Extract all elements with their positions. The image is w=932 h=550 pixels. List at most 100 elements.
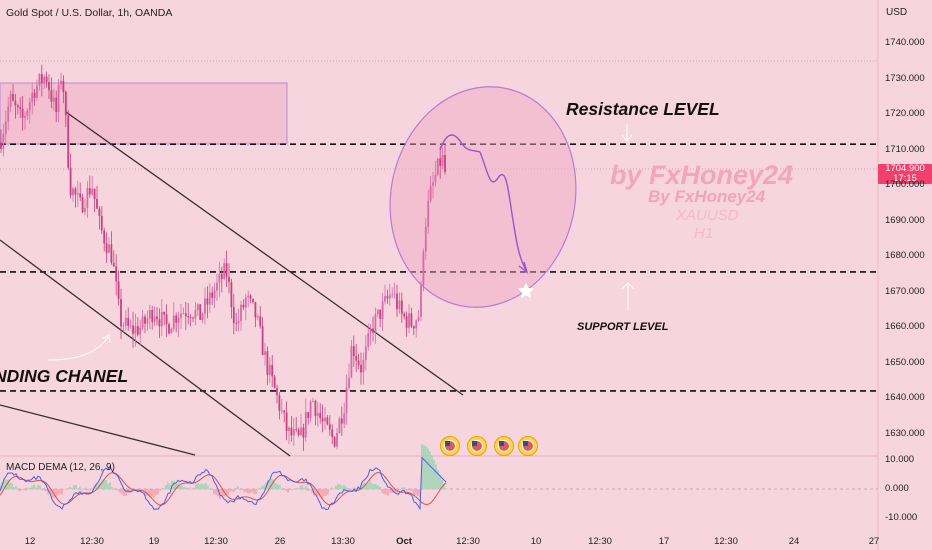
candle-body	[180, 313, 182, 319]
candle-body	[417, 316, 420, 321]
supply-zone-box	[0, 82, 288, 145]
candle-body	[379, 309, 382, 319]
macd-histogram-bar	[195, 483, 197, 490]
us-event-icon[interactable]	[440, 436, 460, 456]
macd-histogram-bar	[255, 489, 257, 494]
macd-tick-label: 0.000	[885, 483, 909, 494]
candle-body	[422, 251, 425, 286]
candle-body	[86, 188, 89, 209]
candle-body	[441, 155, 444, 167]
candle-body	[117, 281, 120, 300]
time-tick-label: 13:30	[331, 536, 355, 547]
macd-histogram-bar	[33, 484, 35, 490]
candle-body	[206, 298, 209, 305]
macd-histogram-bar	[273, 479, 275, 490]
candle-body	[7, 106, 10, 122]
candle-body	[328, 424, 331, 430]
candle-body	[201, 313, 204, 320]
macd-histogram-bar	[165, 485, 167, 490]
candle-body	[144, 316, 146, 324]
macd-histogram-bar	[183, 487, 185, 490]
macd-histogram-bar	[83, 488, 85, 490]
macd-histogram-bar	[49, 489, 51, 495]
macd-histogram-bar	[203, 484, 205, 490]
macd-histogram-bar	[347, 488, 349, 490]
candle-body	[302, 427, 305, 438]
macd-histogram-bar	[79, 486, 81, 490]
macd-histogram-bar	[355, 489, 357, 491]
macd-histogram-bar	[411, 489, 413, 491]
candle-body	[316, 413, 319, 417]
candle-body	[326, 417, 329, 425]
candle-body	[333, 436, 336, 447]
macd-histogram-bar	[369, 479, 371, 490]
candle-body	[153, 316, 156, 323]
macd-histogram-bar	[63, 489, 65, 490]
macd-histogram-bar	[169, 484, 171, 490]
macd-histogram-bar	[157, 489, 159, 495]
candle-body	[280, 410, 283, 412]
macd-histogram-bar	[179, 486, 181, 490]
up-arrow-head	[621, 282, 635, 290]
macd-histogram-bar	[297, 487, 299, 490]
candle-body	[79, 193, 82, 198]
candle-body	[69, 167, 72, 196]
macd-histogram-bar	[107, 483, 109, 490]
candle-body	[62, 80, 65, 92]
macd-histogram-bar	[9, 482, 11, 490]
macd-histogram-bar	[327, 489, 329, 495]
candle-body	[216, 282, 218, 291]
candle-body	[412, 326, 415, 329]
candle-body	[134, 326, 137, 334]
candle-body	[175, 315, 178, 323]
macd-histogram-bar	[361, 482, 363, 490]
macd-histogram-bar	[311, 489, 313, 493]
trend-line	[0, 404, 196, 456]
candle-body	[156, 316, 158, 320]
macd-histogram-bar	[119, 489, 121, 493]
candle-body	[403, 313, 406, 317]
macd-histogram-bar	[267, 479, 269, 490]
macd-histogram-bar	[231, 489, 233, 492]
macd-histogram-bar	[11, 483, 13, 490]
macd-histogram-bar	[353, 487, 355, 490]
time-tick-label: 26	[274, 536, 286, 547]
candle-body	[76, 193, 79, 195]
macd-histogram-bar	[283, 489, 285, 490]
candle-body	[110, 244, 113, 263]
candle-body	[374, 314, 377, 333]
candle-body	[292, 429, 295, 436]
macd-histogram-bar	[245, 489, 247, 493]
us-event-icon[interactable]	[494, 436, 514, 456]
candle-body	[376, 309, 379, 315]
time-tick-label: 12:30	[456, 536, 480, 547]
candle-body	[139, 327, 142, 335]
macd-histogram-bar	[323, 489, 325, 496]
macd-histogram-bar	[223, 489, 225, 497]
candle-body	[28, 101, 31, 111]
macd-histogram-bar	[401, 487, 403, 490]
candle-body	[141, 316, 144, 328]
candle-body	[120, 299, 122, 327]
projection-arrowhead	[518, 261, 529, 274]
candle-body	[290, 427, 293, 436]
macd-histogram-bar	[233, 489, 235, 492]
macd-histogram-bar	[277, 484, 279, 490]
candle-body	[208, 292, 211, 305]
candle-body	[184, 313, 187, 317]
macd-histogram-bar	[77, 488, 79, 490]
us-event-icon[interactable]	[518, 436, 538, 456]
macd-histogram-bar	[257, 488, 259, 490]
macd-histogram-bar	[43, 489, 45, 491]
candle-body	[314, 400, 317, 417]
macd-histogram-bar	[423, 444, 425, 490]
macd-histogram-bar	[303, 487, 305, 490]
macd-histogram-bar	[101, 480, 103, 490]
us-event-icon[interactable]	[467, 436, 487, 456]
macd-histogram-bar	[37, 484, 39, 490]
candle-body	[14, 100, 17, 106]
macd-histogram-bar	[435, 464, 437, 490]
candle-body	[213, 290, 216, 298]
